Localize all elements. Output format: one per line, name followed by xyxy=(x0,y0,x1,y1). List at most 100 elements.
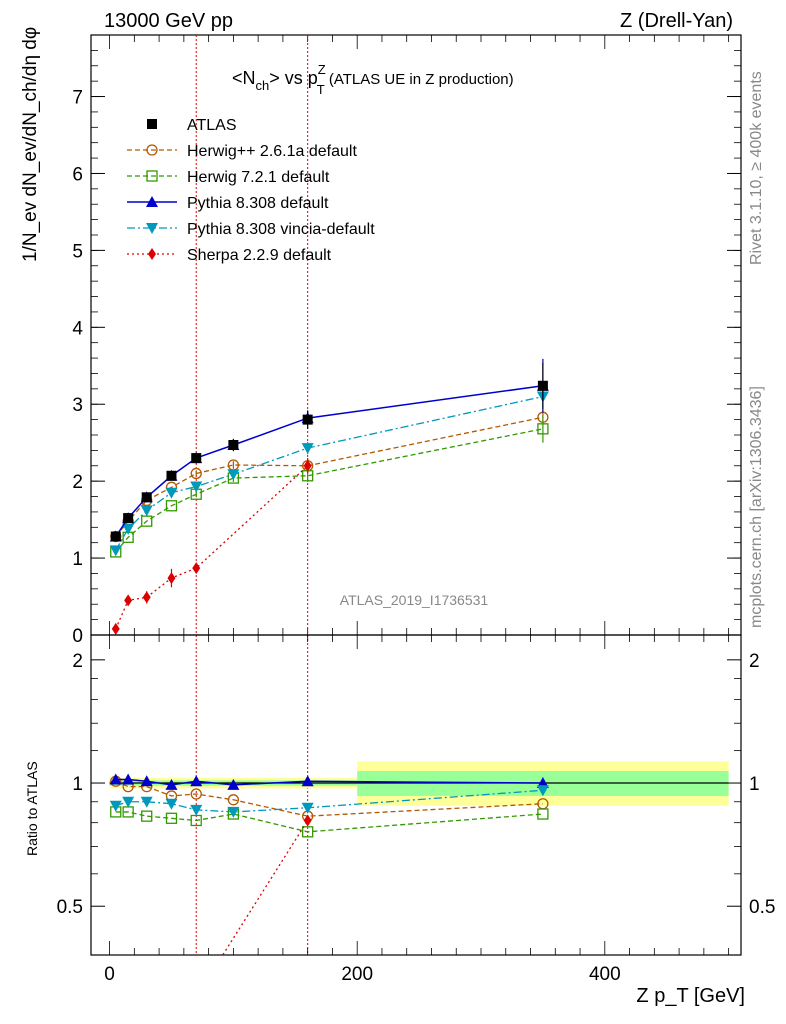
data-point xyxy=(165,500,178,512)
data-point xyxy=(141,492,152,503)
title-sup: Z xyxy=(318,62,326,77)
y-ratio-tick-label: 2 xyxy=(72,651,83,672)
data-point xyxy=(537,380,548,391)
data-point xyxy=(167,572,176,585)
data-point xyxy=(111,622,120,635)
ratio-point xyxy=(140,796,153,808)
title-sub2: T xyxy=(317,82,325,97)
ratio-series-group xyxy=(109,773,549,955)
legend-item: Pythia 8.308 default xyxy=(127,195,329,212)
legend-label: ATLAS xyxy=(187,117,237,134)
series-line xyxy=(115,395,544,551)
legend-marker xyxy=(146,196,158,207)
header-right: Z (Drell-Yan) xyxy=(620,10,733,32)
ratio-series-pythia-8-308-default xyxy=(109,773,549,790)
ratio-point xyxy=(227,806,240,818)
x-tick-label: 0 xyxy=(104,964,115,985)
data-point xyxy=(123,513,134,524)
y-ratio-tick-label-right: 1 xyxy=(749,774,760,795)
data-point xyxy=(303,459,312,472)
ratio-point xyxy=(122,796,135,808)
ratio-point xyxy=(536,777,549,789)
data-point xyxy=(537,423,549,435)
y-ratio-tick-label: 0.5 xyxy=(57,897,83,918)
data-point xyxy=(191,453,202,464)
legend-item: Sherpa 2.2.9 default xyxy=(127,247,332,264)
ratio-line xyxy=(115,811,543,833)
data-point xyxy=(227,469,240,481)
series-pythia-8-308-default xyxy=(109,358,549,542)
data-point xyxy=(110,531,121,542)
y-ratio-label: Ratio to ATLAS xyxy=(24,761,40,856)
legend-item: Pythia 8.308 vincia-default xyxy=(127,221,375,238)
ratio-point xyxy=(165,778,178,790)
data-point xyxy=(109,545,122,557)
legend-item: ATLAS xyxy=(147,117,237,134)
series-sherpa-2-2-9-default xyxy=(111,458,312,635)
ratio-point xyxy=(302,826,314,838)
data-point xyxy=(166,470,177,481)
x-tick-label: 400 xyxy=(589,964,621,985)
legend-item: Herwig 7.2.1 default xyxy=(127,169,330,186)
title-part3: (ATLAS UE in Z production) xyxy=(325,71,514,88)
y-main-tick-label: 1 xyxy=(72,549,83,570)
ratio-series-sherpa-2-2-9-default xyxy=(221,814,312,955)
data-point xyxy=(301,443,314,455)
y-ratio-tick-label-right: 0.5 xyxy=(749,897,775,918)
data-point xyxy=(124,594,133,607)
y-main-tick-label: 4 xyxy=(72,318,83,339)
header-left: 13000 GeV pp xyxy=(104,10,233,32)
ratio-point xyxy=(301,802,314,814)
main-panel: 0 1 2 3 4 5 6 7 xyxy=(72,34,742,955)
legend-marker xyxy=(148,248,156,260)
ratio-series-pythia-8-308-vincia-default xyxy=(109,785,549,818)
ratio-point xyxy=(109,773,122,785)
legend-marker xyxy=(147,119,157,129)
mcplots-label: mcplots.cern.ch [arXiv:1306.3436] xyxy=(748,386,765,628)
ratio-panel: 0.5 0.5 1 1 2 2 0 200 400 xyxy=(57,634,775,985)
legend-marker xyxy=(146,170,158,182)
series-pythia-8-308-vincia-default xyxy=(109,381,549,557)
series-atlas xyxy=(110,362,548,542)
ratio-point xyxy=(109,800,122,812)
legend-label: Pythia 8.308 vincia-default xyxy=(187,221,375,238)
ratio-point xyxy=(190,775,203,787)
chart-title: <Nch> vs pZ T (ATLAS UE in Z production) xyxy=(232,62,514,97)
legend-label: Herwig++ 2.6.1a default xyxy=(187,143,357,160)
legend-marker xyxy=(146,144,158,156)
ratio-point xyxy=(227,794,240,806)
y-main-tick-label: 5 xyxy=(72,241,83,262)
rivet-label: Rivet 3.1.10, ≥ 400k events xyxy=(748,71,765,265)
ratio-point xyxy=(536,785,549,797)
ratio-point xyxy=(301,775,314,787)
series-line xyxy=(115,465,309,630)
ratio-point xyxy=(141,810,153,822)
ratio-line xyxy=(221,820,309,955)
ratio-point xyxy=(165,812,178,824)
ratio-series-herwig-7-2-1-default xyxy=(110,806,549,838)
ratio-point xyxy=(190,788,202,800)
ratio-point xyxy=(303,814,312,827)
analysis-tag: ATLAS_2019_I1736531 xyxy=(340,592,489,608)
ratio-point xyxy=(227,778,240,790)
data-point xyxy=(190,467,202,480)
legend-label: Herwig 7.2.1 default xyxy=(187,169,330,186)
x-axis-label: Z p_T [GeV] xyxy=(636,985,745,1007)
y-ratio-tick-label-right: 2 xyxy=(749,651,760,672)
data-point xyxy=(192,562,201,575)
y-ratio-tick-label: 1 xyxy=(72,774,83,795)
ratio-point xyxy=(140,775,153,787)
ratio-frame xyxy=(90,634,742,956)
data-point xyxy=(140,505,153,517)
legend: ATLAS Herwig++ 2.6.1a default Herwig 7.2.1… xyxy=(127,117,375,264)
ratio-point xyxy=(122,773,135,785)
y-main-tick-label: 6 xyxy=(72,164,83,185)
data-point xyxy=(302,414,313,425)
y-main-tick-label: 0 xyxy=(72,626,83,647)
data-point xyxy=(228,440,239,450)
legend-marker xyxy=(146,223,158,234)
data-point xyxy=(142,591,151,604)
data-point xyxy=(165,487,178,499)
legend-label: Pythia 8.308 default xyxy=(187,195,329,212)
